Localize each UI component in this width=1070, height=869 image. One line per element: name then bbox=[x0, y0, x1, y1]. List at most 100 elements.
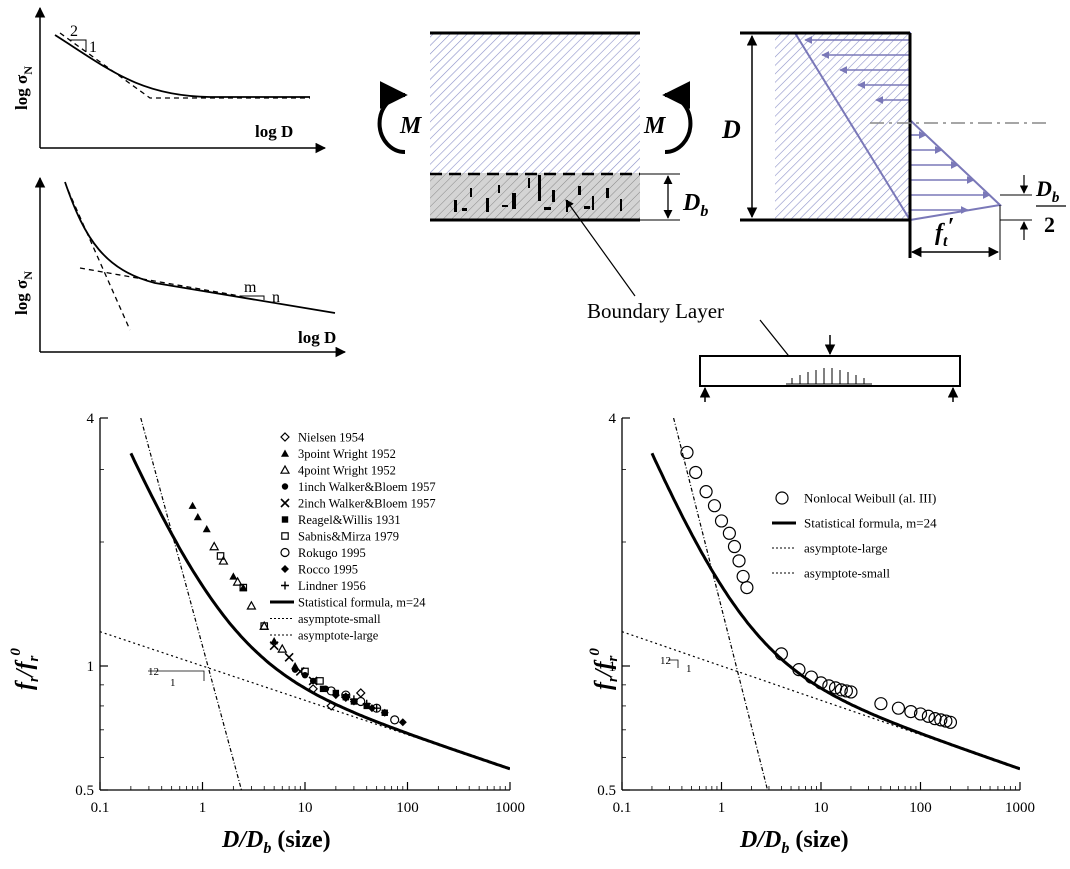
x-tick-label: 10 bbox=[298, 800, 313, 816]
data-point bbox=[844, 685, 858, 699]
data-point bbox=[834, 683, 848, 697]
data-point bbox=[232, 576, 243, 586]
legend-label: asymptote-large bbox=[804, 541, 888, 556]
chart-left: 0.1 1 10 100 1000 0.5 1 4 12 1 Nielsen 1954 3point … bbox=[75, 411, 525, 816]
data-point bbox=[727, 539, 742, 554]
db-label: Db bbox=[682, 190, 708, 220]
data-point bbox=[308, 684, 318, 694]
data-point bbox=[939, 714, 953, 728]
moment-left-arrow bbox=[377, 81, 408, 154]
sketch-bottom: m n log σN log D bbox=[12, 176, 347, 358]
plot-area bbox=[100, 418, 510, 790]
x-tick-label: 0.1 bbox=[91, 800, 110, 816]
beam-diagram: M M Db Boundary Layer bbox=[377, 31, 809, 381]
data-point bbox=[740, 580, 754, 595]
sketch-top-curve bbox=[54, 34, 310, 98]
beam-schematic-body bbox=[699, 355, 961, 387]
beam-crack-ticks bbox=[786, 368, 872, 385]
data-point bbox=[714, 514, 729, 528]
y-tick-label: 4 bbox=[609, 411, 617, 427]
y-tick-label: 4 bbox=[87, 411, 95, 427]
x-tick-label: 1000 bbox=[495, 800, 525, 816]
data-point bbox=[904, 704, 918, 719]
beam-body bbox=[430, 33, 640, 173]
half-num: Db bbox=[1035, 176, 1060, 206]
data-point bbox=[291, 666, 299, 673]
data-point bbox=[707, 499, 722, 513]
legend-label: 2inch Walker&Bloem 1957 bbox=[298, 497, 436, 511]
data-point bbox=[316, 677, 324, 685]
legend-label: Sabnis&Mirza 1979 bbox=[298, 530, 399, 544]
boundary-layer bbox=[430, 173, 640, 220]
data-point bbox=[284, 652, 294, 662]
data-point bbox=[362, 699, 371, 708]
plot-area bbox=[622, 418, 1020, 790]
legend-label: Lindner 1956 bbox=[298, 579, 366, 593]
sketch-bottom-slope-triangle bbox=[240, 295, 265, 300]
data-point bbox=[699, 485, 713, 499]
sketch-bottom-xlabel: log D bbox=[298, 328, 336, 347]
data-point bbox=[239, 583, 248, 591]
slope-rise-label: 12 bbox=[660, 655, 671, 667]
data-point bbox=[280, 498, 290, 508]
data-point bbox=[934, 713, 948, 727]
sketch-top-slope-rise: 2 bbox=[70, 23, 78, 40]
data-point bbox=[281, 483, 289, 490]
legend-label: 3point Wright 1952 bbox=[298, 447, 396, 461]
data-point bbox=[281, 581, 289, 590]
sketch-bottom-slope-n: n bbox=[272, 289, 280, 306]
data-point bbox=[331, 691, 340, 700]
asymptote-large bbox=[622, 631, 1020, 770]
chart-left-xlabel: D/Db (size) bbox=[221, 827, 331, 857]
legend-label: 4point Wright 1952 bbox=[298, 464, 396, 478]
x-tick-label: 0.1 bbox=[613, 800, 632, 816]
data-point bbox=[216, 552, 225, 560]
sketch-bottom-slope-m: m bbox=[244, 279, 257, 296]
crack-marks bbox=[454, 175, 622, 212]
data-point bbox=[326, 701, 337, 711]
legend-label: Statistical formula, m=24 bbox=[298, 596, 426, 610]
stress-hatched-area bbox=[775, 33, 910, 220]
legend-label: Reagel&Willis 1931 bbox=[298, 513, 401, 527]
boundary-layer-label: Boundary Layer bbox=[587, 299, 724, 323]
data-point bbox=[398, 718, 407, 727]
data-point bbox=[372, 704, 381, 713]
data-point bbox=[355, 688, 366, 698]
slope-run-label: 1 bbox=[170, 677, 176, 689]
sketch-top-slope-triangle bbox=[70, 39, 87, 52]
sketch-bottom-ylabel: log σN bbox=[12, 271, 35, 315]
slope-run-label: 1 bbox=[686, 663, 692, 675]
x-tick-label: 10 bbox=[814, 800, 829, 816]
sketch-top-asymptote bbox=[59, 32, 310, 99]
data-point bbox=[218, 555, 229, 565]
asymptote-large bbox=[100, 631, 510, 770]
data-point bbox=[279, 464, 291, 474]
data-point bbox=[342, 693, 349, 701]
data-point bbox=[281, 532, 289, 540]
data-point bbox=[775, 491, 789, 505]
data-point bbox=[188, 501, 197, 509]
data-point bbox=[193, 512, 202, 521]
depth-label: D bbox=[721, 115, 741, 144]
data-point bbox=[349, 695, 358, 704]
data-point bbox=[722, 526, 736, 540]
data-point bbox=[229, 572, 238, 580]
y-tick-label: 0.5 bbox=[75, 783, 94, 799]
sketch-bottom-asymptote-flat bbox=[79, 267, 241, 297]
sketch-bottom-asymptote-steep bbox=[67, 189, 131, 331]
data-point bbox=[280, 432, 290, 442]
slope-triangle bbox=[668, 659, 679, 668]
stress-arrows bbox=[804, 36, 991, 214]
data-point bbox=[301, 671, 309, 679]
y-tick-label: 1 bbox=[87, 659, 95, 675]
legend-label: Statistical formula, m=24 bbox=[804, 516, 937, 531]
y-tick-label: 0.5 bbox=[597, 783, 616, 799]
slope-triangle bbox=[148, 670, 205, 681]
data-point bbox=[340, 692, 351, 703]
x-tick-label: 100 bbox=[396, 800, 419, 816]
data-point bbox=[736, 569, 750, 584]
slope-rise-label: 12 bbox=[148, 666, 159, 678]
data-point bbox=[390, 715, 400, 725]
stress-diagram: D ft′ Db 2 bbox=[721, 31, 1066, 260]
